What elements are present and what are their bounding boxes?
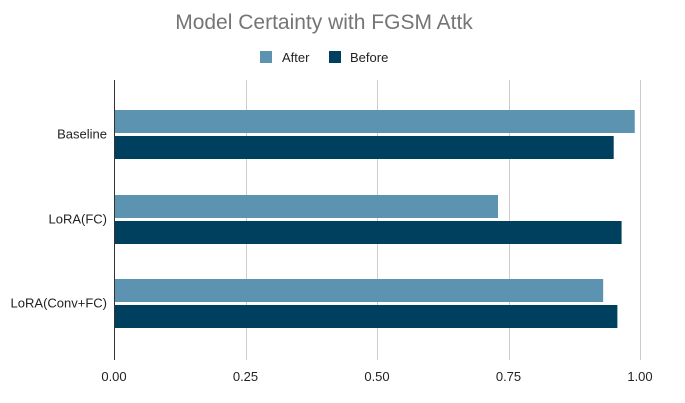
bar-before-0 (114, 136, 614, 159)
bar-after-1 (114, 195, 498, 218)
bar-after-0 (114, 110, 635, 133)
bars (114, 110, 635, 328)
category-labels: Baseline LoRA(FC) LoRA(Conv+FC) (11, 127, 107, 311)
x-tick-label: 0.50 (364, 369, 389, 384)
x-axis-ticks: 0.00 0.25 0.50 0.75 1.00 (101, 369, 652, 384)
legend-label-after: After (282, 50, 310, 65)
legend-swatch-after (260, 51, 272, 63)
legend-swatch-before (329, 51, 341, 63)
category-label: Baseline (57, 127, 107, 142)
legend-label-before: Before (350, 50, 388, 65)
bar-after-2 (114, 279, 604, 302)
bar-before-1 (114, 221, 622, 244)
category-label: LoRA(Conv+FC) (11, 296, 107, 311)
chart-title: Model Certainty with FGSM Attk (175, 11, 473, 34)
bar-before-2 (114, 305, 618, 328)
legend: After Before (260, 50, 388, 65)
x-tick-label: 0.75 (496, 369, 521, 384)
category-label: LoRA(FC) (48, 212, 107, 227)
x-tick-label: 1.00 (627, 369, 652, 384)
x-tick-label: 0.25 (233, 369, 258, 384)
x-tick-label: 0.00 (101, 369, 126, 384)
